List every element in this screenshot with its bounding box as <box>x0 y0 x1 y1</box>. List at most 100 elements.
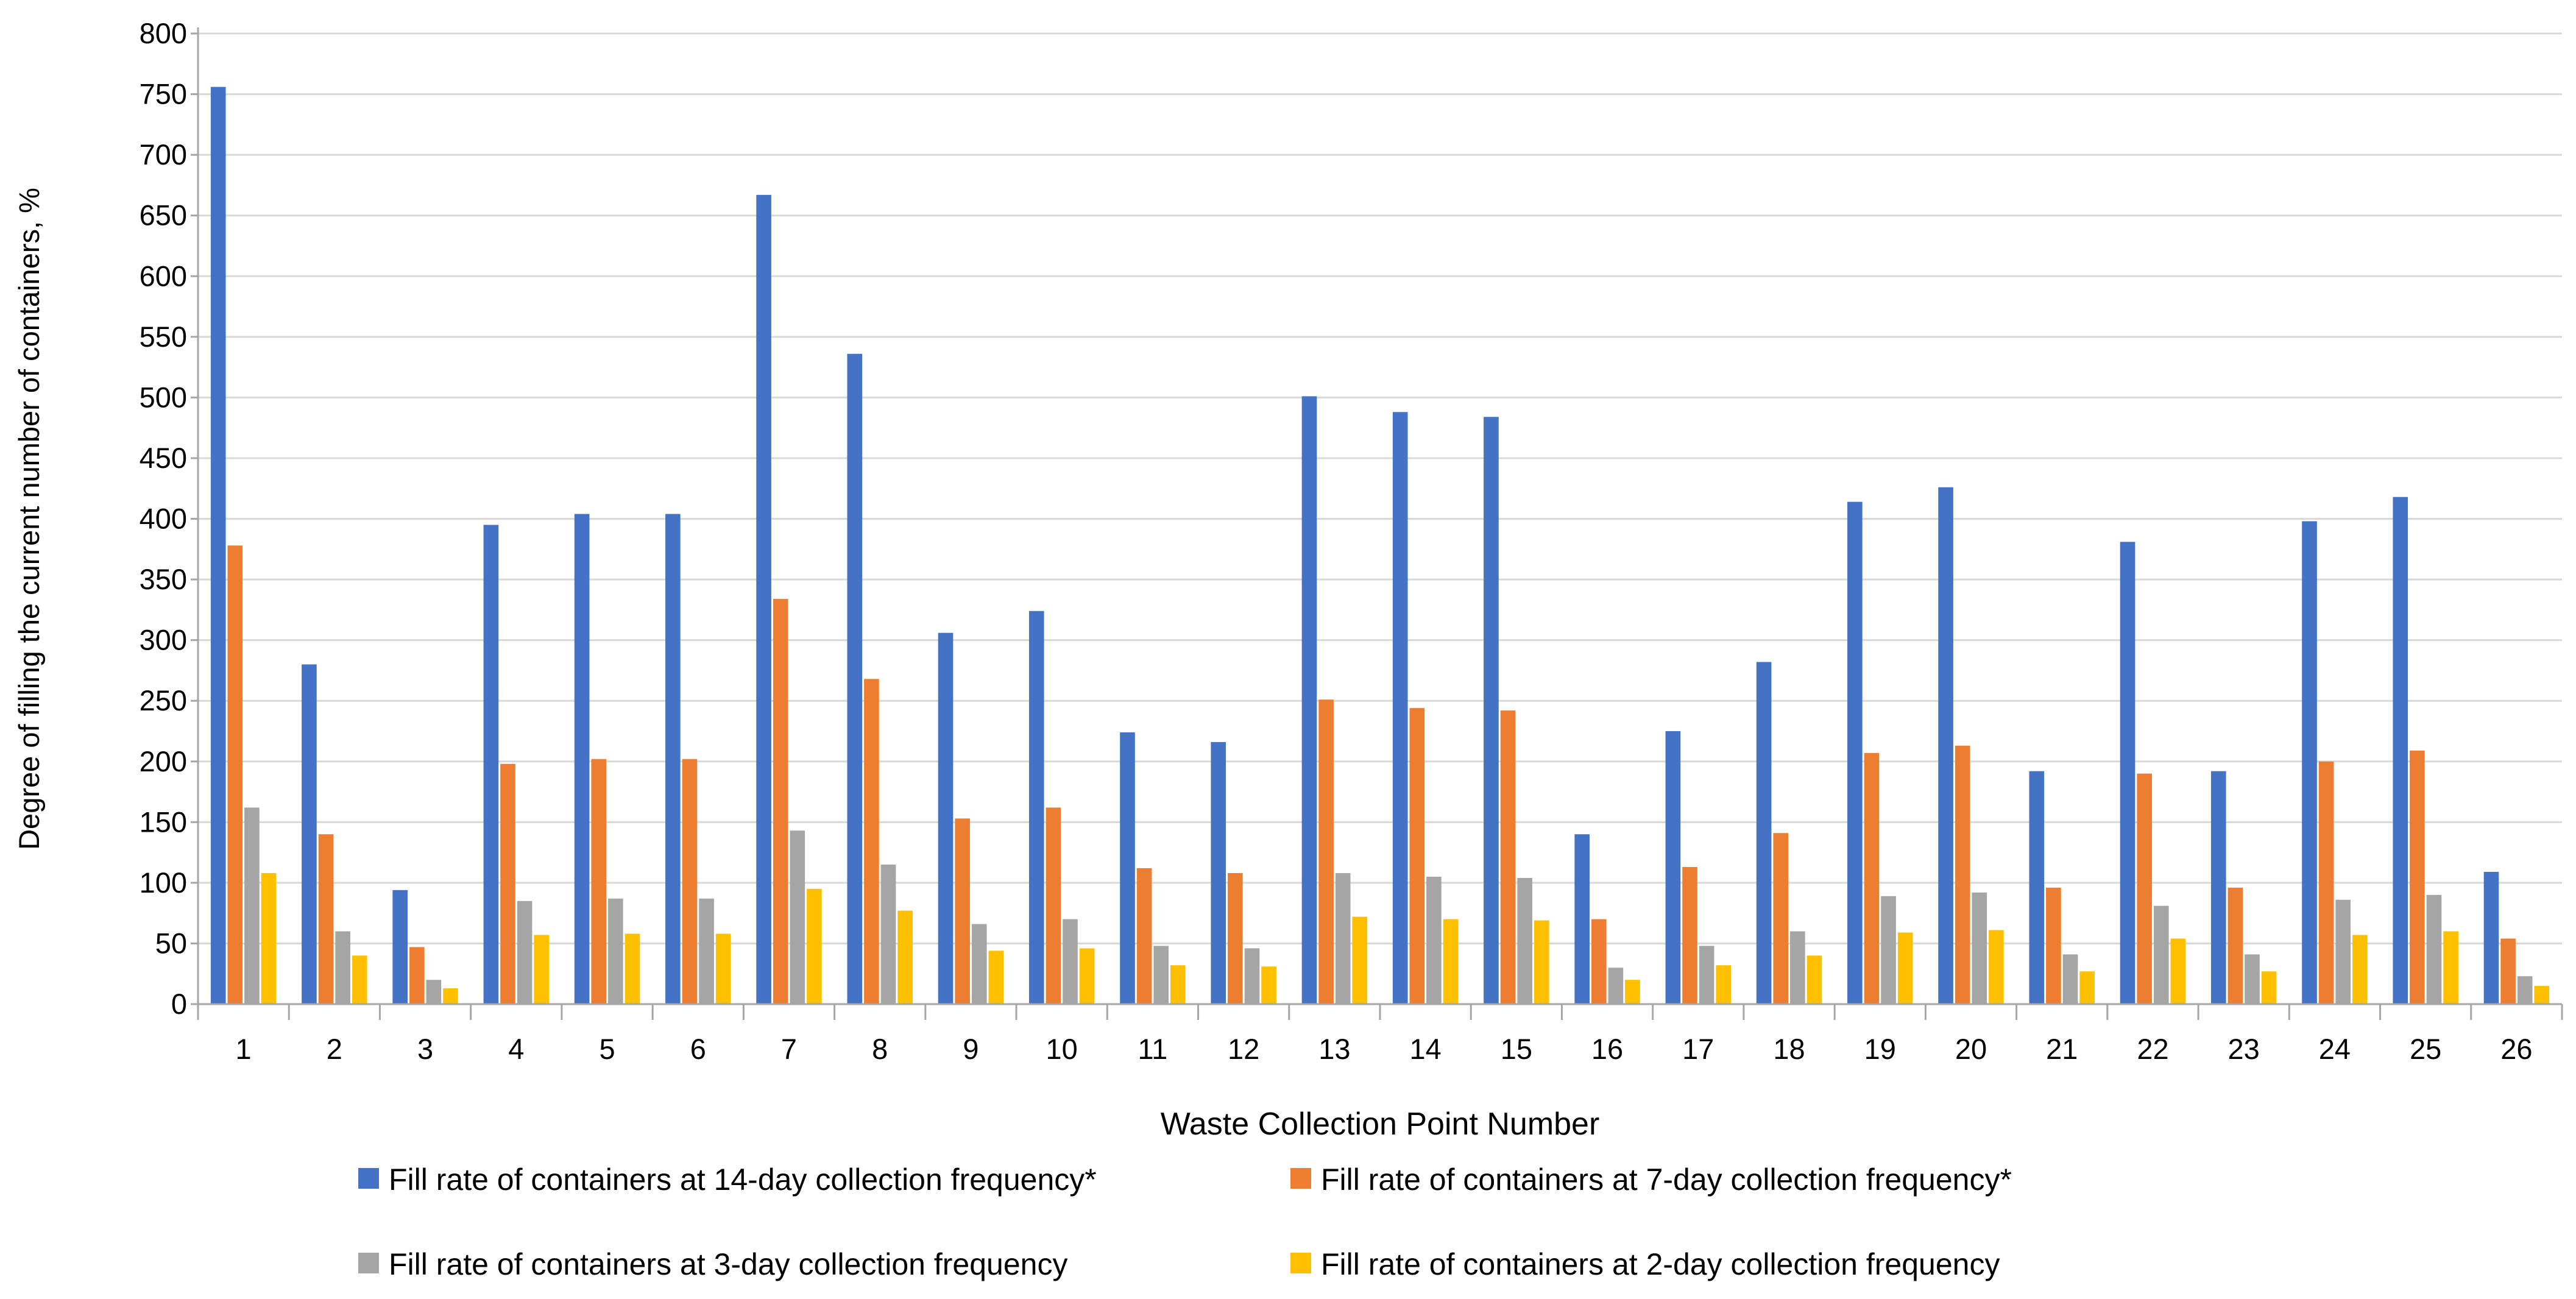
bar <box>1079 948 1095 1004</box>
bar <box>2500 938 2516 1004</box>
bar <box>1392 412 1408 1004</box>
x-tick-label: 1 <box>236 1033 252 1065</box>
bar <box>2153 905 2169 1004</box>
y-tick-label: 300 <box>140 624 187 656</box>
x-tick-label: 25 <box>2410 1033 2441 1065</box>
bar <box>1484 417 1499 1004</box>
bar <box>1881 896 1896 1004</box>
gridlines <box>198 32 2562 1005</box>
bar <box>2426 894 2442 1004</box>
bar <box>1665 731 1681 1004</box>
bar <box>352 955 367 1004</box>
bar <box>864 679 879 1004</box>
bar <box>847 353 863 1005</box>
bar <box>1989 930 2004 1004</box>
x-tick-label: 7 <box>781 1033 797 1065</box>
bar <box>318 834 334 1004</box>
x-tick-label: 4 <box>508 1033 524 1065</box>
x-tick-label: 18 <box>1773 1033 1805 1065</box>
y-tick-label: 200 <box>140 745 187 777</box>
x-tick-label: 20 <box>1955 1033 1987 1065</box>
legend-label: Fill rate of containers at 14-day collec… <box>389 1163 1097 1197</box>
bar <box>210 87 226 1005</box>
bar <box>1063 919 1078 1004</box>
bar <box>392 890 408 1004</box>
y-tick-label: 400 <box>140 503 187 535</box>
bar <box>1625 980 1640 1004</box>
bar <box>1211 742 1226 1004</box>
x-tick-label: 19 <box>1864 1033 1896 1065</box>
x-tick-labels: 1 2 3 4 5 6 7 8 9 10 11 12 13 14 15 16 17 18 19 20 21 22 23 24 2… <box>236 1033 2533 1065</box>
bar <box>1028 611 1044 1004</box>
y-tick-label: 650 <box>140 199 187 232</box>
bar <box>625 933 640 1004</box>
bar <box>1790 931 1805 1004</box>
x-tick-label: 15 <box>1501 1033 1532 1065</box>
bar <box>335 931 350 1004</box>
legend-swatch <box>1290 1253 1311 1273</box>
x-tick-label: 17 <box>1682 1033 1714 1065</box>
legend-swatch <box>1290 1168 1311 1189</box>
bar <box>1864 752 1880 1004</box>
bar <box>244 807 260 1004</box>
bar <box>1352 916 1368 1004</box>
y-tick-label: 450 <box>140 442 187 474</box>
bar <box>2046 887 2061 1004</box>
x-tick-label: 11 <box>1138 1033 1168 1065</box>
bar <box>591 759 607 1004</box>
bar <box>699 898 714 1004</box>
y-tick-label: 350 <box>140 563 187 595</box>
bar <box>2443 931 2458 1004</box>
bar <box>1608 968 1624 1004</box>
x-tick-label: 22 <box>2137 1033 2168 1065</box>
bar <box>2335 899 2351 1004</box>
bar <box>1955 745 1970 1004</box>
bar <box>534 935 550 1004</box>
x-tick-label: 21 <box>2046 1033 2078 1065</box>
bar <box>2534 986 2550 1004</box>
bar <box>2261 971 2277 1004</box>
bar <box>773 598 788 1004</box>
x-tick-label: 24 <box>2319 1033 2351 1065</box>
bar <box>880 865 896 1004</box>
bar <box>1574 834 1590 1004</box>
bar <box>2210 771 2226 1004</box>
bar <box>938 632 954 1004</box>
y-tick-label: 550 <box>140 320 187 353</box>
y-tick-label: 750 <box>140 78 187 110</box>
bar <box>2352 935 2368 1004</box>
x-tick-label: 2 <box>327 1033 342 1065</box>
bar <box>302 664 317 1004</box>
bar <box>574 514 590 1004</box>
y-axis-label: Degree of filling the current number of … <box>13 188 45 850</box>
x-tick-label: 6 <box>690 1033 706 1065</box>
bar <box>1318 699 1334 1004</box>
y-tick-label: 0 <box>171 988 187 1020</box>
bar <box>1806 955 1822 1004</box>
bar <box>756 194 771 1005</box>
bar <box>2079 971 2095 1004</box>
axes <box>191 27 2563 1020</box>
bar <box>227 545 243 1004</box>
legend-swatch <box>358 1168 379 1189</box>
bar <box>2302 521 2317 1004</box>
bar <box>1699 946 1714 1004</box>
bar <box>2410 750 2425 1004</box>
bar <box>2227 887 2243 1004</box>
legend-label: Fill rate of containers at 7-day collect… <box>1321 1163 2012 1197</box>
x-tick-label: 26 <box>2500 1033 2532 1065</box>
bar <box>807 888 822 1004</box>
bar <box>517 901 533 1004</box>
x-tick-label: 13 <box>1318 1033 1350 1065</box>
bar <box>682 759 698 1004</box>
bar <box>1938 487 1953 1004</box>
bar <box>409 947 425 1004</box>
bar <box>1897 932 1913 1004</box>
bar <box>2483 871 2499 1004</box>
bar <box>608 898 623 1004</box>
y-tick-label: 700 <box>140 138 187 171</box>
bar <box>1591 919 1607 1004</box>
bar <box>2245 954 2260 1004</box>
x-tick-label: 5 <box>599 1033 615 1065</box>
